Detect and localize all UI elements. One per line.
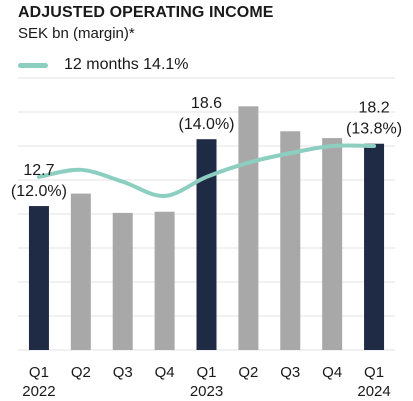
data-label: 18.6 (191, 95, 222, 112)
bar (112, 212, 133, 350)
bar (238, 106, 259, 350)
chart-subtitle: SEK bn (margin)* (18, 25, 135, 42)
data-label: (12.0%) (11, 183, 67, 200)
bar (196, 139, 217, 350)
chart-title: ADJUSTED OPERATING INCOME (18, 4, 274, 21)
x-tick-label: Q2 (71, 364, 91, 381)
x-tick-label: Q1 (364, 364, 384, 381)
legend-line-swatch (18, 62, 48, 68)
x-tick-label: Q1 (29, 364, 49, 381)
x-tick-label: Q2 (238, 364, 258, 381)
data-label: (13.8%) (346, 121, 402, 138)
x-tick-label: Q4 (322, 364, 342, 381)
line-series (36, 143, 377, 199)
bar (70, 193, 91, 350)
year-label: 2023 (190, 383, 223, 400)
bar (364, 143, 385, 350)
bar (280, 131, 301, 350)
x-tick-label: Q4 (155, 364, 175, 381)
x-tick-label: Q1 (196, 364, 216, 381)
data-label: (14.0%) (178, 116, 234, 133)
data-label: 12.7 (23, 162, 54, 179)
bar (28, 206, 49, 350)
x-tick-label: Q3 (113, 364, 133, 381)
x-tick-label: Q3 (280, 364, 300, 381)
data-label: 18.2 (358, 100, 389, 117)
bar (154, 211, 175, 350)
legend: 12 months 14.1% (18, 56, 189, 74)
year-label: 2022 (22, 383, 55, 400)
legend-label: 12 months 14.1% (64, 56, 189, 73)
year-label: 2024 (357, 383, 390, 400)
bar (322, 138, 343, 350)
